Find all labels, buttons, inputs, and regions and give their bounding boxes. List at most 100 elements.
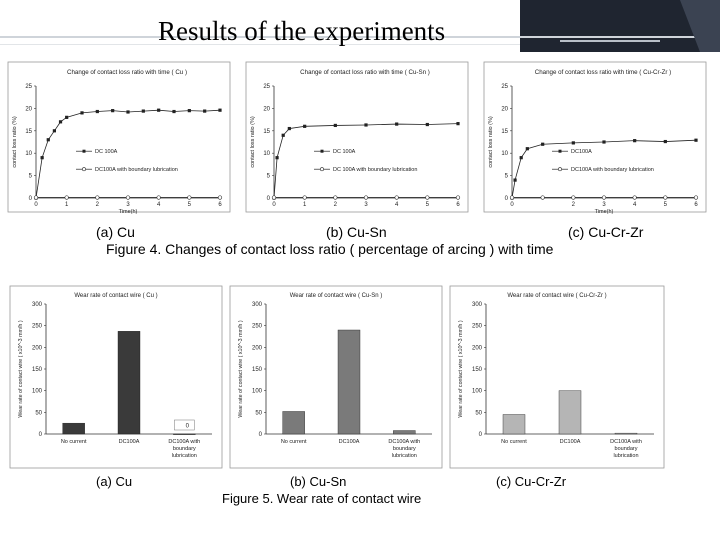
x-tick-label: No current bbox=[281, 439, 307, 445]
y-tick-label: 20 bbox=[25, 106, 32, 112]
data-point bbox=[663, 195, 668, 200]
data-point bbox=[425, 195, 430, 200]
x-tick-label: lubrication bbox=[392, 453, 417, 459]
data-point bbox=[303, 124, 307, 128]
x-tick-label: 2 bbox=[572, 202, 576, 208]
data-point bbox=[663, 139, 667, 144]
legend-marker bbox=[558, 149, 562, 153]
data-point bbox=[513, 178, 517, 182]
legend-marker bbox=[82, 167, 86, 172]
data-point bbox=[271, 195, 277, 200]
y-tick-label: 25 bbox=[25, 84, 32, 90]
fig5-caption: Figure 5. Wear rate of contact wire bbox=[222, 491, 422, 506]
x-tick-label: 4 bbox=[633, 202, 637, 208]
y-tick-label: 50 bbox=[475, 410, 482, 416]
data-point bbox=[394, 195, 399, 200]
x-tick-label: DC100A with bbox=[168, 439, 200, 445]
x-tick-label: No current bbox=[61, 439, 87, 445]
data-point bbox=[363, 195, 369, 200]
value-label-box bbox=[174, 419, 195, 431]
x-tick-label: boundary bbox=[393, 446, 416, 452]
x-tick-label: 4 bbox=[157, 202, 161, 208]
y-tick-label: 150 bbox=[472, 367, 483, 373]
data-point bbox=[126, 110, 130, 114]
y-axis-label: contact loss ratio (%) bbox=[488, 116, 494, 168]
data-point bbox=[80, 111, 84, 115]
data-point bbox=[694, 138, 698, 142]
data-point bbox=[364, 123, 368, 127]
bar bbox=[282, 411, 305, 435]
y-tick-label: 300 bbox=[252, 302, 263, 308]
chart-frame bbox=[245, 61, 469, 213]
x-tick-label: lubrication bbox=[172, 453, 197, 459]
x-tick-label: 5 bbox=[188, 202, 192, 208]
data-point bbox=[287, 126, 291, 131]
data-point bbox=[187, 109, 191, 113]
y-tick-label: 20 bbox=[501, 106, 508, 112]
chart-title: Wear rate of contact wire ( Cu-Sn ) bbox=[290, 293, 383, 299]
y-tick-label: 0 bbox=[505, 196, 509, 202]
data-point bbox=[111, 109, 115, 113]
y-tick-label: 10 bbox=[501, 151, 508, 157]
y-axis-label: Wear rate of contact wire ( x10^-3 mm/h … bbox=[18, 320, 24, 417]
x-tick-label: DC100A bbox=[119, 439, 140, 445]
y-tick-label: 5 bbox=[267, 174, 271, 180]
data-point bbox=[65, 115, 69, 119]
data-point bbox=[525, 147, 529, 151]
figure-5: Wear rate of contact wire ( Cu ) 0 50 100 15… bbox=[9, 285, 665, 469]
fig5-label-c: (c) Cu-Cr-Zr bbox=[496, 474, 567, 489]
line-chart-1: Change of contact loss ratio with time (… bbox=[7, 61, 231, 215]
x-tick-label: No current bbox=[501, 439, 527, 445]
data-point bbox=[33, 195, 39, 200]
line-chart-2: Change of contact loss ratio with time (… bbox=[245, 61, 469, 213]
data-point bbox=[540, 195, 545, 200]
y-tick-label: 200 bbox=[252, 345, 263, 351]
bar bbox=[337, 329, 361, 435]
legend-marker bbox=[320, 149, 324, 153]
legend-label: DC 100A bbox=[333, 149, 356, 155]
chart-title: Wear rate of contact wire ( Cu-Cr-Zr ) bbox=[507, 293, 606, 299]
data-point bbox=[203, 109, 207, 113]
chart-title: Change of contact loss ratio with time (… bbox=[67, 69, 187, 76]
data-point bbox=[125, 195, 131, 200]
x-tick-label: 3 bbox=[126, 202, 130, 208]
y-tick-label: 15 bbox=[501, 129, 508, 135]
data-point bbox=[633, 139, 637, 143]
y-tick-label: 250 bbox=[472, 324, 483, 330]
legend-marker bbox=[558, 167, 562, 172]
data-point bbox=[281, 133, 285, 137]
x-tick-label: boundary bbox=[615, 446, 638, 452]
x-tick-label: 6 bbox=[694, 202, 698, 208]
data-point bbox=[218, 108, 222, 112]
legend-marker bbox=[320, 167, 324, 172]
data-point bbox=[302, 195, 307, 200]
fig4-label-c: (c) Cu-Cr-Zr bbox=[568, 224, 644, 240]
x-tick-label: DC100A bbox=[339, 439, 360, 445]
data-point bbox=[187, 195, 192, 200]
header-decoration bbox=[0, 0, 720, 52]
legend-label: DC100A with boundary lubrication bbox=[95, 167, 178, 173]
x-tick-label: 0 bbox=[34, 202, 38, 208]
data-point bbox=[333, 195, 338, 200]
x-tick-label: boundary bbox=[173, 446, 196, 452]
x-tick-label: 2 bbox=[334, 202, 338, 208]
bar-chart-1: Wear rate of contact wire ( Cu ) 0 50 100 15… bbox=[9, 285, 223, 469]
y-tick-label: 50 bbox=[255, 410, 262, 416]
x-tick-label: 0 bbox=[272, 202, 276, 208]
y-tick-label: 150 bbox=[252, 367, 263, 373]
y-tick-label: 5 bbox=[29, 174, 33, 180]
y-tick-label: 300 bbox=[472, 302, 483, 308]
series-line bbox=[511, 139, 697, 199]
legend-label: DC 100A bbox=[95, 149, 118, 155]
data-point bbox=[571, 141, 575, 145]
x-tick-label: DC100A bbox=[560, 439, 581, 445]
y-tick-label: 0 bbox=[479, 432, 483, 438]
legend-label: DC100A bbox=[571, 149, 592, 155]
x-axis-label: Time(h) bbox=[595, 209, 614, 215]
data-point bbox=[509, 195, 515, 200]
bar-chart-2: Wear rate of contact wire ( Cu-Sn ) 0 50 10… bbox=[229, 285, 443, 469]
y-tick-label: 100 bbox=[252, 389, 263, 395]
x-tick-label: 1 bbox=[303, 202, 307, 208]
y-tick-label: 10 bbox=[25, 151, 32, 157]
bar bbox=[502, 414, 526, 435]
